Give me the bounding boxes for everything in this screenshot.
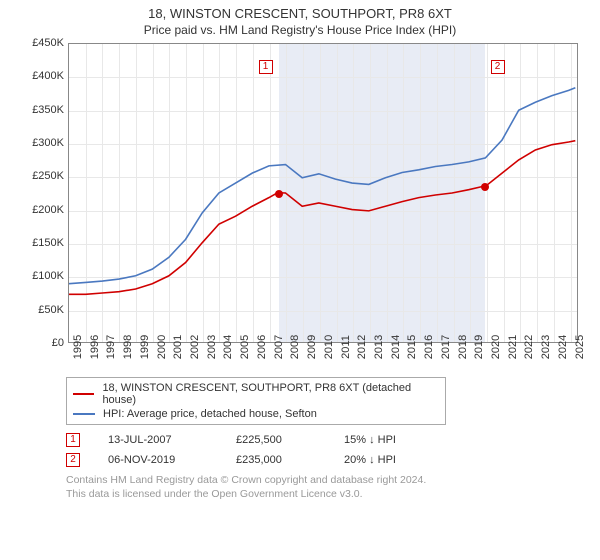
x-axis-label: 2020 (490, 335, 502, 359)
x-axis-label: 2004 (222, 335, 234, 359)
x-axis-label: 2016 (423, 335, 435, 359)
annotation-price: £235,000 (236, 454, 316, 466)
annotation-price: £225,500 (236, 434, 316, 446)
x-axis-label: 2010 (323, 335, 335, 359)
x-axis-label: 1995 (72, 335, 84, 359)
annotation-delta: 20% ↓ HPI (344, 454, 396, 466)
x-axis-label: 2009 (306, 335, 318, 359)
annotation-table: 1 13-JUL-2007 £225,500 15% ↓ HPI 2 06-NOV-201… (66, 433, 590, 467)
marker-box: 2 (491, 60, 505, 74)
legend: 18, WINSTON CRESCENT, SOUTHPORT, PR8 6XT… (66, 377, 446, 425)
x-axis-label: 2000 (156, 335, 168, 359)
y-axis-label: £200K (32, 204, 64, 216)
y-axis-label: £350K (32, 104, 64, 116)
x-axis-label: 2006 (256, 335, 268, 359)
line-series-svg (69, 44, 577, 342)
annotation-marker: 2 (66, 453, 80, 467)
x-axis-label: 2025 (574, 335, 586, 359)
chart-subtitle: Price paid vs. HM Land Registry's House … (10, 23, 590, 37)
x-axis-label: 2017 (440, 335, 452, 359)
x-axis-label: 2013 (373, 335, 385, 359)
x-axis-label: 2023 (540, 335, 552, 359)
plot-region: 12 (68, 43, 578, 343)
legend-swatch (73, 393, 94, 395)
x-axis-label: 2015 (406, 335, 418, 359)
chart-area: 12 £0£50K£100K£150K£200K£250K£300K£350K£… (24, 43, 584, 373)
annotation-marker: 1 (66, 433, 80, 447)
x-axis-label: 2019 (473, 335, 485, 359)
legend-label: 18, WINSTON CRESCENT, SOUTHPORT, PR8 6XT… (102, 382, 439, 406)
y-axis-label: £100K (32, 270, 64, 282)
x-axis-label: 2022 (523, 335, 535, 359)
x-axis-label: 1998 (122, 335, 134, 359)
x-axis-label: 2003 (206, 335, 218, 359)
marker-dot (481, 183, 489, 191)
y-axis-label: £50K (38, 304, 64, 316)
attribution-footer: Contains HM Land Registry data © Crown c… (66, 473, 590, 501)
annotation-row: 2 06-NOV-2019 £235,000 20% ↓ HPI (66, 453, 590, 467)
x-axis-label: 2014 (390, 335, 402, 359)
x-axis-label: 2007 (273, 335, 285, 359)
annotation-row: 1 13-JUL-2007 £225,500 15% ↓ HPI (66, 433, 590, 447)
series-line (69, 88, 575, 284)
x-axis-label: 2021 (507, 335, 519, 359)
marker-dot (275, 190, 283, 198)
x-axis-label: 2005 (239, 335, 251, 359)
x-axis-label: 1997 (105, 335, 117, 359)
x-axis-label: 2024 (557, 335, 569, 359)
y-axis-label: £150K (32, 237, 64, 249)
footer-line1: Contains HM Land Registry data © Crown c… (66, 473, 590, 487)
y-axis-label: £400K (32, 70, 64, 82)
footer-line2: This data is licensed under the Open Gov… (66, 487, 590, 501)
x-axis-label: 2001 (172, 335, 184, 359)
y-axis-label: £250K (32, 170, 64, 182)
annotation-date: 13-JUL-2007 (108, 434, 208, 446)
legend-item: 18, WINSTON CRESCENT, SOUTHPORT, PR8 6XT… (73, 381, 439, 407)
legend-swatch (73, 413, 95, 415)
marker-box: 1 (259, 60, 273, 74)
x-axis-label: 1999 (139, 335, 151, 359)
chart-container: 18, WINSTON CRESCENT, SOUTHPORT, PR8 6XT… (0, 0, 600, 560)
legend-item: HPI: Average price, detached house, Seft… (73, 407, 439, 421)
chart-title: 18, WINSTON CRESCENT, SOUTHPORT, PR8 6XT (10, 6, 590, 21)
y-axis-label: £0 (52, 337, 64, 349)
y-axis-label: £300K (32, 137, 64, 149)
y-axis-label: £450K (32, 37, 64, 49)
annotation-delta: 15% ↓ HPI (344, 434, 396, 446)
x-axis-label: 2018 (457, 335, 469, 359)
annotation-date: 06-NOV-2019 (108, 454, 208, 466)
x-axis-label: 2011 (340, 335, 352, 359)
x-axis-label: 2008 (289, 335, 301, 359)
x-axis-label: 1996 (89, 335, 101, 359)
x-axis-label: 2012 (356, 335, 368, 359)
legend-label: HPI: Average price, detached house, Seft… (103, 408, 317, 420)
x-axis-label: 2002 (189, 335, 201, 359)
